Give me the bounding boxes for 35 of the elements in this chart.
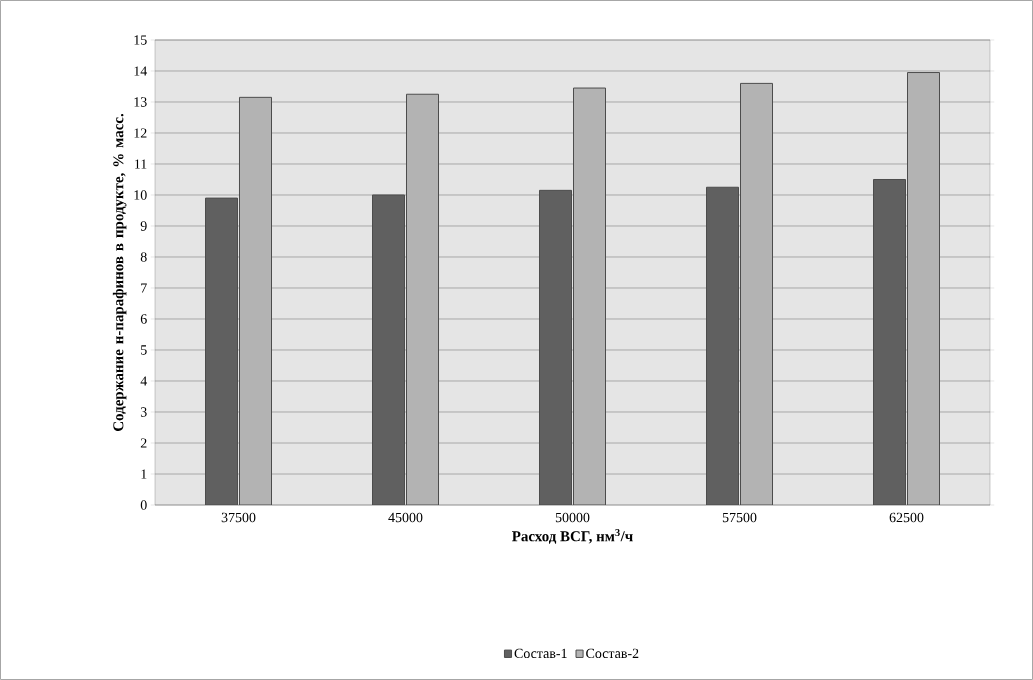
x-tick-label: 50000 [555,512,590,523]
legend-label: Состав-2 [586,648,639,659]
bar [239,96,272,505]
x-tick-label: 37500 [221,512,256,523]
y-tick-label: 11 [135,159,147,169]
y-axis-title: Содержание н-парафинов в продукте, % масс. [112,113,127,431]
bar [740,82,773,505]
y-tick-label: 3 [140,407,147,417]
x-tick-label: 62500 [889,512,924,523]
bar [907,72,940,505]
y-tick-label: 9 [140,221,147,231]
bar [539,189,573,505]
y-tick-label: 5 [141,345,147,355]
y-tick-label: 1 [141,469,147,479]
x-tick-label: 45000 [388,512,423,523]
x-tick-label: 57500 [722,512,757,523]
y-tick-label: 13 [134,97,147,107]
y-tick-label: 4 [140,376,148,386]
y-tick-label: 2 [140,438,147,448]
y-tick-label: 10 [134,190,147,200]
y-tick-label: 12 [134,128,147,138]
y-tick-label: 8 [140,252,147,262]
bar [873,179,907,505]
bar [372,194,406,505]
bar [706,186,740,505]
bar [205,197,238,505]
y-tick-label: 15 [134,35,147,45]
y-tick-label: 6 [140,314,147,324]
bar [573,87,606,505]
x-axis-title: Расход ВСГ, нм$^{3}$/ч [512,529,633,544]
y-tick-label: 14 [134,66,148,76]
legend-label: Состав-1 [514,648,567,659]
y-tick-label: 7 [141,283,147,293]
y-tick-label: 0 [140,500,147,510]
bar [406,93,439,505]
